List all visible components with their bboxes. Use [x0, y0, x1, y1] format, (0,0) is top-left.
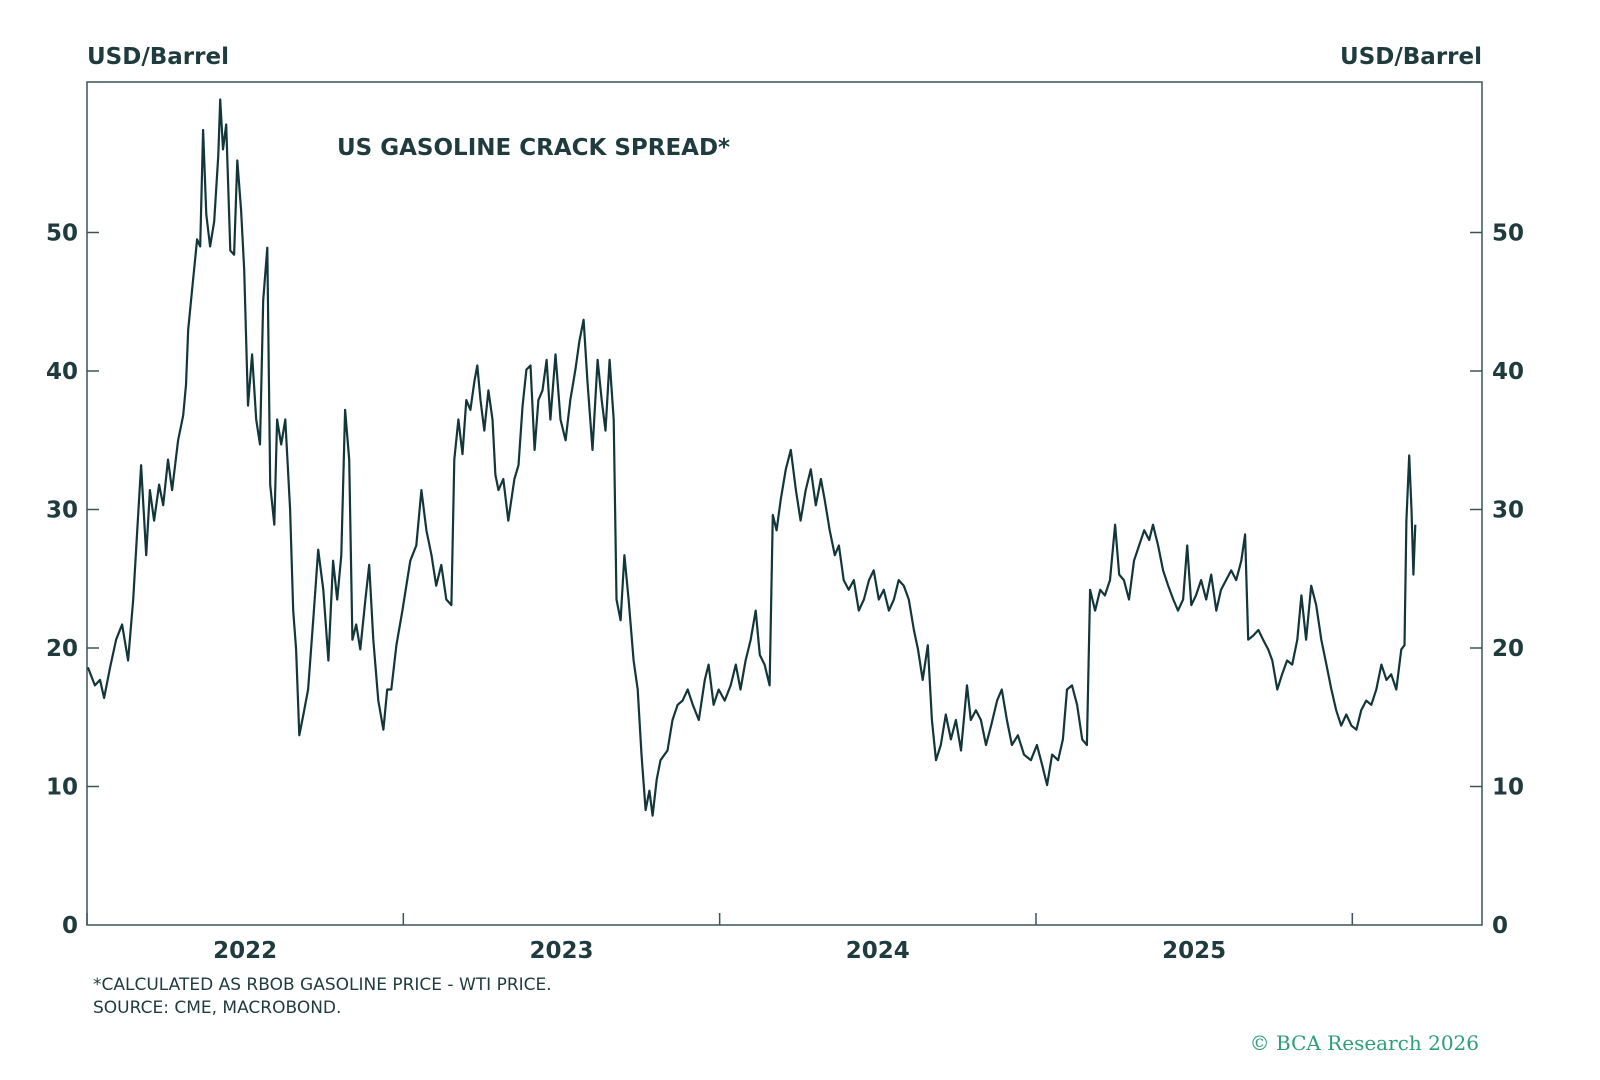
x-axis: 2022 2023 2024 2025 [86, 913, 1354, 964]
y-tick-label: 30 [46, 498, 78, 524]
y-axis-left: 0 10 20 30 40 50 [46, 221, 99, 939]
x-tick-label: 2025 [1162, 938, 1226, 964]
x-tick-label: 2024 [846, 938, 910, 964]
y-tick-label: 40 [46, 359, 78, 385]
y-tick-label: 50 [1492, 221, 1524, 247]
y-axis-left-label: USD/Barrel [87, 44, 229, 70]
y-tick-label: 0 [1492, 913, 1508, 939]
y-tick-label: 30 [1492, 498, 1524, 524]
y-tick-label: 20 [1492, 636, 1524, 662]
y-tick-label: 10 [46, 775, 78, 801]
x-tick-label: 2022 [213, 938, 277, 964]
plot-frame [86, 81, 1483, 926]
y-tick-label: 10 [1492, 775, 1524, 801]
y-tick-label: 20 [46, 636, 78, 662]
chart-title: US GASOLINE CRACK SPREAD* [337, 135, 731, 161]
y-tick-label: 0 [62, 913, 78, 939]
source-note: SOURCE: CME, MACROBOND. [93, 998, 342, 1018]
series-line [86, 98, 1417, 817]
y-axis-right: 0 10 20 30 40 50 [1470, 221, 1524, 939]
copyright: © BCA Research 2026 [1249, 1031, 1479, 1055]
y-axis-right-label: USD/Barrel [1340, 44, 1482, 70]
y-tick-label: 50 [46, 221, 78, 247]
y-tick-label: 40 [1492, 359, 1524, 385]
x-tick-label: 2023 [529, 938, 593, 964]
footnote: *CALCULATED AS RBOB GASOLINE PRICE - WTI… [93, 975, 552, 995]
